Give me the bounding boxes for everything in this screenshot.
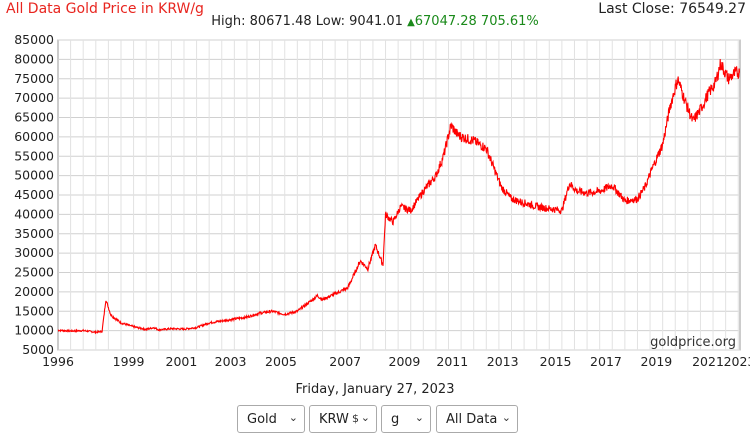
x-tick-label: 2017 [590, 354, 622, 369]
y-tick-label: 70000 [14, 90, 54, 105]
x-tick-label: 2005 [265, 354, 297, 369]
y-tick-label: 60000 [14, 129, 54, 144]
currency-glyph: $ [352, 412, 359, 425]
range-select-value: All Data [446, 411, 498, 427]
y-tick-label: 5000 [22, 342, 54, 357]
chevron-down-icon: ⌄ [501, 411, 511, 424]
x-tick-label: 2001 [166, 354, 198, 369]
x-tick-label: 1999 [113, 354, 145, 369]
metal-select[interactable]: Gold ⌄ [237, 405, 305, 433]
price-chart: 5000 10000 15000 20000 25000 30000 35000 40000 4… [14, 32, 750, 369]
price-stats: High: 80671.48 Low: 9041.01 ▲67047.28 70… [0, 14, 750, 29]
y-tick-label: 50000 [14, 168, 54, 183]
x-tick-label: 2019 [640, 354, 672, 369]
y-tick-label: 35000 [14, 226, 54, 241]
last-close-label: Last Close: 76549.27 [598, 1, 746, 17]
high-low-label: High: 80671.48 Low: 9041.01 [211, 14, 403, 29]
unit-select[interactable]: g ⌄ [381, 405, 431, 433]
watermark-label: goldprice.org [650, 335, 736, 350]
price-line [57, 58, 741, 335]
y-tick-label: 55000 [14, 148, 54, 163]
y-tick-label: 75000 [14, 71, 54, 86]
x-tick-label: 2009 [389, 354, 421, 369]
x-tick-label: 2015 [540, 354, 572, 369]
x-tick-label: 2003 [215, 354, 247, 369]
x-tick-label: 1996 [42, 354, 74, 369]
y-tick-label: 40000 [14, 206, 54, 221]
metal-select-value: Gold [247, 411, 277, 427]
x-tick-label: 2007 [329, 354, 361, 369]
x-tick-label: 2021 [692, 354, 724, 369]
currency-select[interactable]: KRW $ ⌄ [309, 405, 377, 433]
y-tick-label: 80000 [14, 51, 54, 66]
chart-controls: Gold ⌄ KRW $ ⌄ g ⌄ All Data ⌄ [0, 405, 750, 435]
currency-select-value: KRW [319, 411, 349, 427]
y-tick-label: 15000 [14, 303, 54, 318]
y-tick-label: 25000 [14, 265, 54, 280]
y-tick-label: 30000 [14, 245, 54, 260]
chevron-down-icon: ⌄ [288, 411, 298, 424]
x-tick-label: 2023 [724, 354, 750, 369]
y-tick-label: 85000 [14, 32, 54, 47]
date-label: Friday, January 27, 2023 [295, 382, 455, 397]
up-arrow-icon: ▲ [407, 17, 415, 28]
y-tick-label: 65000 [14, 110, 54, 125]
x-tick-label: 2013 [487, 354, 519, 369]
chevron-down-icon: ⌄ [414, 411, 424, 424]
x-tick-label: 2011 [436, 354, 468, 369]
y-tick-label: 45000 [14, 187, 54, 202]
chevron-down-icon: ⌄ [360, 411, 370, 424]
y-tick-label: 20000 [14, 284, 54, 299]
unit-select-value: g [391, 411, 400, 427]
y-tick-label: 10000 [14, 323, 54, 338]
chart-title: All Data Gold Price in KRW/g [6, 1, 204, 17]
range-select[interactable]: All Data ⌄ [436, 405, 518, 433]
change-label: 67047.28 705.61% [414, 14, 539, 29]
